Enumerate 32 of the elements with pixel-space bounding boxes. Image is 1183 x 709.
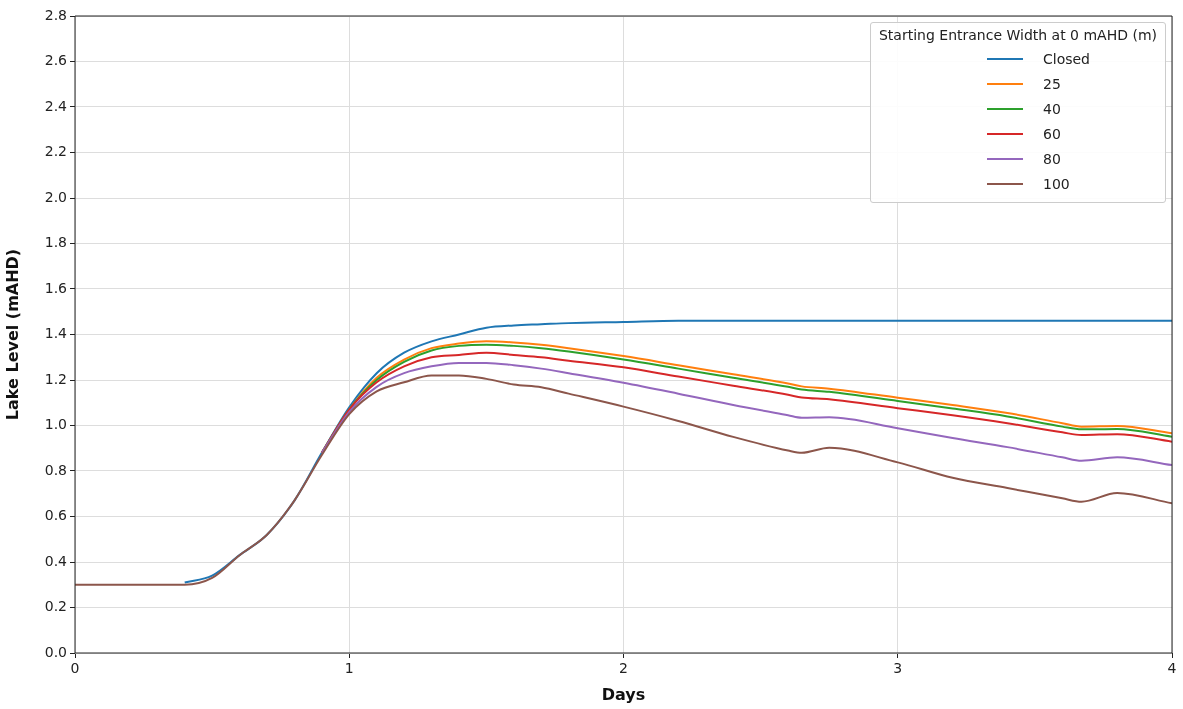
legend-label: 80 [1042, 150, 1061, 167]
y-tick-label: 1.0 [44, 416, 67, 433]
y-tick-label: 2.8 [44, 6, 67, 23]
x-tick-label: 3 [893, 660, 903, 677]
y-tick-label: 2.2 [44, 143, 67, 160]
legend-label: 40 [1042, 100, 1061, 117]
line-series [320, 361, 1172, 467]
x-tick-label: 0 [70, 660, 80, 677]
y-tick-label: 1.4 [44, 325, 68, 342]
y-tick-label: 1.2 [44, 370, 67, 387]
y-tick-label: 1.8 [44, 234, 67, 251]
legend-label: 60 [1042, 125, 1061, 142]
y-tick-label: 2.6 [44, 52, 68, 69]
y-tick-label: 0.0 [44, 643, 67, 660]
x-tick-label: 1 [344, 660, 354, 677]
x-tick-label: 2 [619, 660, 628, 677]
y-tick-label: 2.4 [44, 97, 68, 114]
y-tick-label: 2.0 [44, 188, 67, 205]
legend-label: 100 [1042, 175, 1070, 192]
y-axis-title: Lake Level (mAHD) [2, 248, 22, 421]
x-axis-title: Days [601, 684, 646, 704]
y-tick-label: 0.6 [44, 507, 68, 524]
y-tick-label: 1.6 [44, 279, 68, 296]
legend-label: Closed [1042, 50, 1091, 67]
x-tick-label: 4 [1167, 660, 1177, 677]
line-series [75, 374, 1172, 586]
line-series [183, 319, 1172, 584]
y-tick-label: 0.4 [44, 552, 68, 569]
y-tick-label: 0.8 [44, 461, 67, 478]
y-tick-label: 0.2 [44, 598, 67, 615]
legend-title: Starting Entrance Width at 0 mAHD (m) [878, 27, 1157, 43]
legend-label: 25 [1042, 75, 1061, 92]
